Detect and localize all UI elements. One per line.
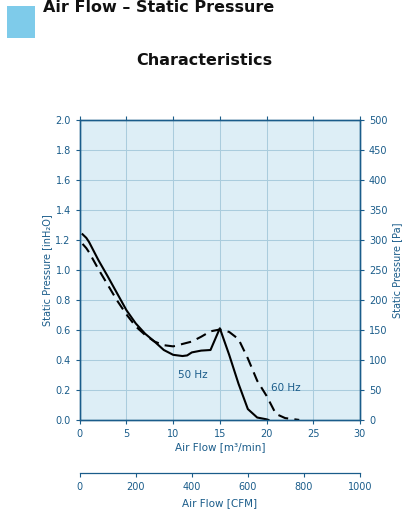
Text: Characteristics: Characteristics xyxy=(137,53,272,68)
Bar xyxy=(7,6,35,38)
Text: 50 Hz: 50 Hz xyxy=(178,371,207,381)
X-axis label: Air Flow [m³/min]: Air Flow [m³/min] xyxy=(175,442,265,451)
Y-axis label: Static Pressure [inH₂O]: Static Pressure [inH₂O] xyxy=(43,214,53,326)
X-axis label: Air Flow [CFM]: Air Flow [CFM] xyxy=(182,498,257,508)
Y-axis label: Static Pressure [Pa]: Static Pressure [Pa] xyxy=(392,222,402,318)
Text: Air Flow – Static Pressure: Air Flow – Static Pressure xyxy=(43,0,274,15)
Text: 60 Hz: 60 Hz xyxy=(271,383,301,392)
